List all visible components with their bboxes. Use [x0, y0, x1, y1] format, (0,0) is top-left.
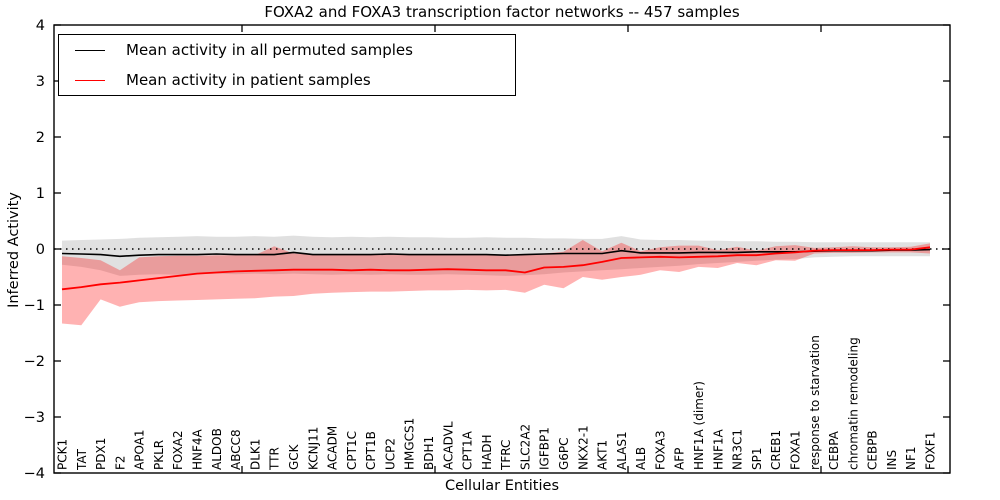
- black-line-swatch-icon: [75, 49, 105, 51]
- x-tick-label: ACADM: [326, 426, 340, 470]
- x-tick-label: GCK: [287, 443, 301, 470]
- x-tick-label: IGFBP1: [538, 427, 552, 470]
- x-tick-label: FOXA2: [171, 430, 185, 470]
- y-tick-label: −2: [24, 354, 45, 370]
- y-axis-label: Inferred Activity: [6, 192, 22, 308]
- x-tick-label: CEBPA: [827, 430, 841, 470]
- legend-entry-permuted: Mean activity in all permuted samples: [59, 38, 515, 62]
- x-tick-label: TFRC: [499, 440, 513, 471]
- x-tick-label: AKT1: [596, 440, 610, 470]
- x-tick-label: HNF1A (dimer): [692, 381, 706, 470]
- y-tick-label: 2: [36, 130, 45, 146]
- y-tick-label: −4: [24, 466, 45, 482]
- x-tick-label: CREB1: [769, 430, 783, 470]
- x-tick-label: CPT1A: [461, 430, 475, 470]
- y-tick-label: 3: [36, 74, 45, 90]
- x-tick-label: chromatin remodeling: [846, 337, 860, 470]
- x-tick-label: NF1: [904, 446, 918, 470]
- y-tick-label: 4: [36, 18, 45, 34]
- x-tick-label: response to starvation: [808, 335, 822, 470]
- x-tick-label: ACADVL: [441, 421, 455, 470]
- x-axis-label: Cellular Entities: [444, 478, 560, 494]
- patient-mean-line: [61, 246, 931, 291]
- x-tick-label: CEBPB: [866, 430, 880, 470]
- legend-entry-label: Mean activity in patient samples: [126, 71, 371, 89]
- x-tick-label: G6PC: [557, 437, 571, 470]
- x-tick-label: PKLR: [152, 440, 166, 470]
- patient-band: [62, 240, 930, 326]
- red-line-swatch-icon: [75, 79, 105, 81]
- x-tick-label: AFP: [673, 448, 687, 470]
- y-tick-label: −1: [24, 298, 45, 314]
- x-tick-label: ALDOB: [210, 428, 224, 470]
- x-tick-label: HNF1A: [711, 428, 725, 470]
- y-tick-label: 1: [36, 186, 45, 202]
- x-tick-label: HMGCS1: [403, 418, 417, 470]
- x-tick-label: ALAS1: [615, 431, 629, 470]
- x-tick-label: FOXA1: [789, 430, 803, 470]
- x-tick-label: PDX1: [94, 438, 108, 470]
- x-tick-label: SP1: [750, 448, 764, 471]
- x-tick-label: KCNJ11: [306, 427, 320, 470]
- x-tick-label: HADH: [480, 435, 494, 471]
- x-tick-label: SLC2A2: [518, 424, 532, 470]
- x-tick-label: UCP2: [383, 438, 397, 470]
- legend-entry-label: Mean activity in all permuted samples: [126, 41, 413, 59]
- x-tick-label: APOA1: [133, 429, 147, 470]
- x-tick-label: ABCC8: [229, 429, 243, 470]
- x-tick-label: NKX2-1: [576, 425, 590, 470]
- x-tick-label: NR3C1: [731, 429, 745, 470]
- y-tick-label: −3: [24, 410, 45, 426]
- x-tick-label: FOXA3: [654, 430, 668, 470]
- x-tick-label: TTR: [268, 447, 282, 471]
- x-tick-label: PCK1: [56, 439, 70, 470]
- legend-entry-patient: Mean activity in patient samples: [59, 68, 515, 92]
- x-tick-label: HNF4A: [191, 428, 205, 470]
- chart-title: FOXA2 and FOXA3 transcription factor net…: [264, 3, 740, 21]
- x-tick-label: DLK1: [248, 439, 262, 470]
- permuted-mean-line: [61, 248, 931, 258]
- x-tick-label: INS: [885, 450, 899, 470]
- x-tick-label: ALB: [634, 447, 648, 470]
- x-tick-label: F2: [113, 455, 127, 470]
- x-tick-label: TAT: [75, 448, 89, 471]
- x-tick-label: BDH1: [422, 436, 436, 470]
- legend-box: Mean activity in all permuted samples Me…: [58, 34, 516, 96]
- x-tick-label: CPT1C: [345, 431, 359, 470]
- permuted-band: [62, 235, 930, 276]
- x-tick-label: CPT1B: [364, 431, 378, 470]
- x-tick-label: FOXF1: [924, 432, 938, 470]
- y-tick-label: 0: [36, 242, 45, 258]
